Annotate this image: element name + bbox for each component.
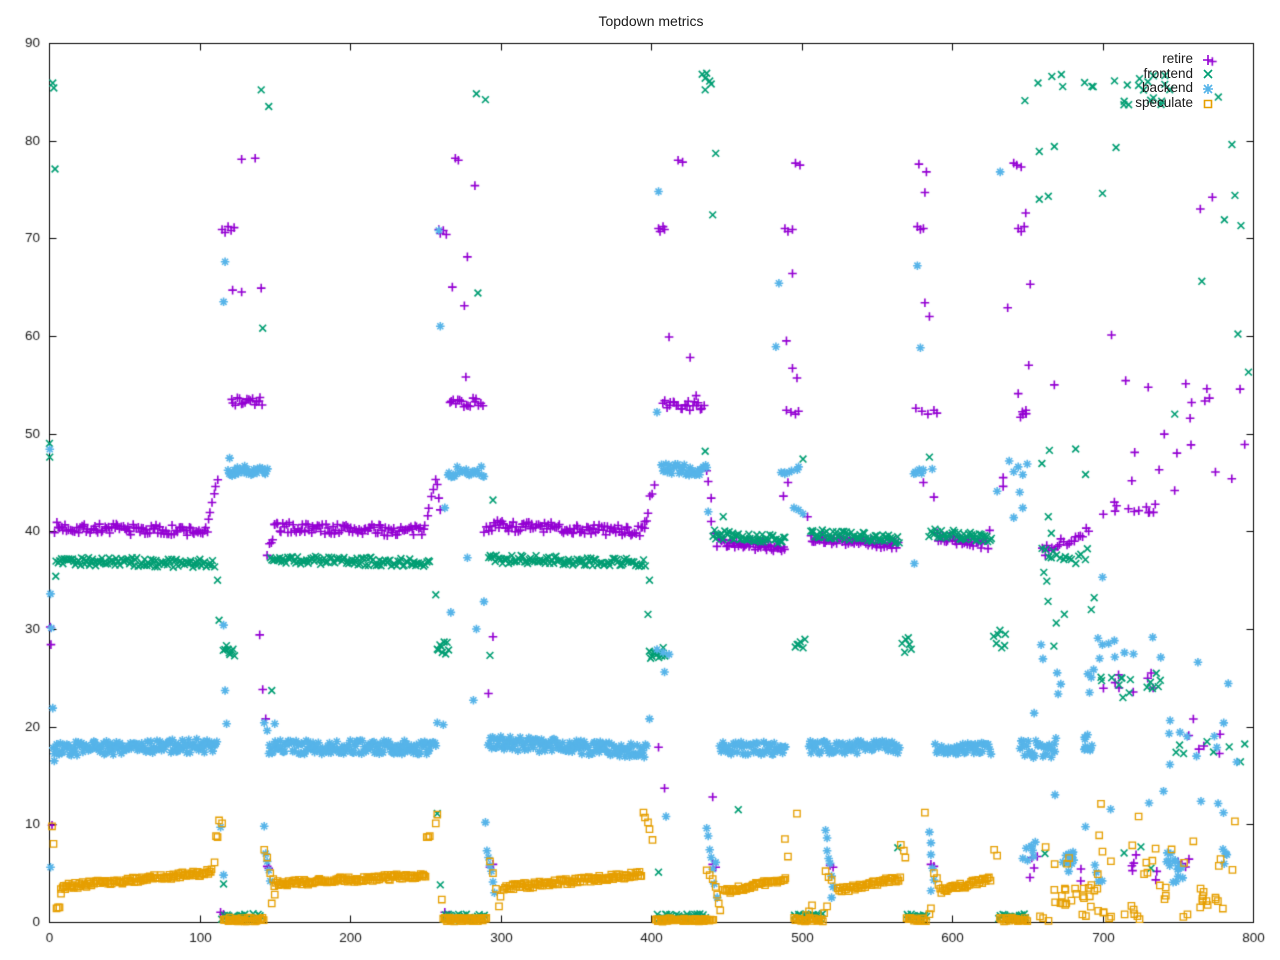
legend-marker-plus-icon bbox=[1203, 54, 1213, 65]
legend-item-speculate: speculate bbox=[1135, 94, 1223, 111]
legend: retire frontend backend speculate bbox=[1135, 51, 1223, 111]
legend-item-backend: backend bbox=[1135, 81, 1223, 96]
legend-item-retire: retire bbox=[1135, 51, 1223, 67]
legend-marker-asterisk-icon bbox=[1203, 83, 1213, 94]
legend-label: frontend bbox=[1143, 65, 1193, 81]
legend-item-frontend: frontend bbox=[1135, 65, 1223, 82]
legend-label: retire bbox=[1162, 51, 1193, 66]
legend-marker-square-icon bbox=[1203, 99, 1213, 108]
legend-label: speculate bbox=[1135, 94, 1193, 110]
legend-marker-cross-icon bbox=[1203, 69, 1213, 79]
chart-title: Topdown metrics bbox=[598, 13, 704, 29]
legend-label: backend bbox=[1141, 80, 1193, 96]
